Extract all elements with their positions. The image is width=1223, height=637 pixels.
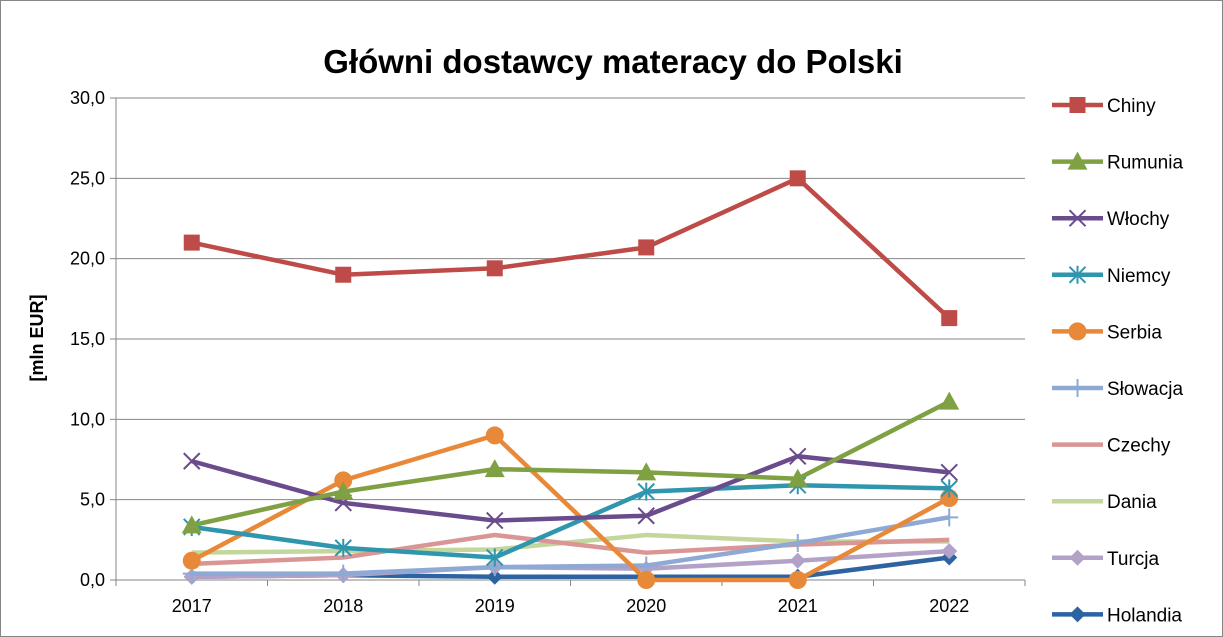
data-point: [334, 538, 352, 557]
data-point: [183, 452, 201, 470]
data-point: [637, 482, 655, 501]
x-tick-label: 2020: [626, 596, 666, 616]
legend-item: Włochy: [1052, 209, 1170, 230]
legend-label: Holandia: [1107, 605, 1182, 626]
y-tick-label: 10,0: [70, 409, 105, 429]
data-point: [940, 508, 959, 527]
series-line: [191, 176, 951, 320]
y-tick-label: 15,0: [70, 329, 105, 349]
legend-label: Serbia: [1107, 322, 1162, 343]
data-point: [334, 564, 353, 583]
data-point: [789, 552, 806, 569]
legend-label: Niemcy: [1107, 266, 1171, 287]
series-lines: [181, 170, 960, 589]
y-tick-label: 5,0: [80, 490, 105, 510]
y-tick-label: 0,0: [80, 570, 105, 590]
data-point: [789, 170, 806, 187]
legend-label: Słowacja: [1107, 379, 1183, 400]
chart-title: Główni dostawcy materacy do Polski: [323, 43, 903, 80]
data-point: [182, 551, 201, 570]
data-point: [181, 515, 202, 534]
data-point: [940, 463, 958, 482]
data-point: [789, 447, 807, 465]
y-axis-title: [mln EUR]: [27, 295, 47, 382]
data-point: [939, 391, 960, 410]
series-czechy: [191, 532, 950, 567]
series-rumunia: [181, 391, 960, 534]
legend-item: Niemcy: [1052, 266, 1171, 287]
series-line: [191, 399, 951, 528]
legend-item: Słowacja: [1052, 379, 1183, 400]
data-point: [334, 471, 353, 490]
y-tick-label: 30,0: [70, 88, 105, 108]
x-tick-label: 2021: [778, 596, 818, 616]
data-point: [486, 511, 504, 530]
data-point: [183, 234, 200, 251]
data-point: [787, 468, 808, 487]
legend-marker: [1069, 549, 1086, 566]
data-point: [636, 462, 657, 481]
legend-label: Włochy: [1107, 209, 1170, 230]
series-line: [191, 532, 950, 567]
legend-marker: [1068, 322, 1087, 341]
series-line: [191, 515, 950, 576]
legend-label: Dania: [1107, 492, 1157, 513]
legend-marker: [1069, 97, 1086, 113]
data-point: [940, 479, 958, 498]
x-tick-label: 2019: [475, 596, 515, 616]
legend-item: Rumunia: [1052, 151, 1183, 174]
data-point: [335, 266, 352, 283]
data-point: [637, 571, 656, 589]
legend-marker: [1068, 209, 1087, 227]
y-tick-label: 20,0: [70, 249, 105, 269]
y-tick-label: 25,0: [70, 168, 105, 188]
legend-item: Chiny: [1052, 96, 1156, 117]
data-point: [333, 481, 354, 500]
data-point: [484, 459, 505, 478]
data-point: [788, 534, 807, 553]
x-tick-label: 2018: [323, 596, 363, 616]
legend-item: Czechy: [1052, 436, 1171, 457]
legend-marker: [1067, 151, 1088, 170]
y-axis-tick-labels: 0,0 5,0 10,0 15,0 20,0 25,0 30,0: [70, 88, 105, 590]
x-axis-tick-labels: 2017 2018 2019 2020 2021 2022: [172, 596, 970, 616]
legend: Chiny Rumunia Włochy Niemcy Serbia Słowacja Cz…: [1052, 96, 1183, 626]
legend-marker: [1068, 379, 1087, 397]
data-point: [637, 507, 655, 525]
series-słowacja: [182, 508, 959, 583]
legend-label: Chiny: [1107, 96, 1156, 117]
data-point: [941, 310, 958, 327]
x-tick-label: 2017: [172, 596, 212, 616]
legend-item: Serbia: [1052, 322, 1162, 343]
legend-label: Turcja: [1107, 549, 1160, 570]
axes: [110, 97, 1026, 586]
legend-item: Turcja: [1052, 549, 1160, 570]
legend-label: Rumunia: [1107, 153, 1183, 174]
data-point: [638, 239, 655, 256]
data-point: [788, 571, 807, 589]
data-point: [486, 568, 503, 585]
data-point: [485, 426, 504, 445]
legend-marker: [1069, 606, 1086, 623]
data-point: [486, 260, 503, 277]
legend-marker: [1068, 265, 1087, 284]
legend-item: Holandia: [1052, 605, 1182, 626]
data-point: [941, 543, 958, 560]
series-line: [191, 482, 950, 560]
series-chiny: [183, 170, 958, 327]
data-point: [486, 548, 504, 567]
x-tick-label: 2022: [929, 596, 969, 616]
legend-label: Czechy: [1107, 436, 1171, 457]
legend-item: Dania: [1052, 492, 1157, 513]
